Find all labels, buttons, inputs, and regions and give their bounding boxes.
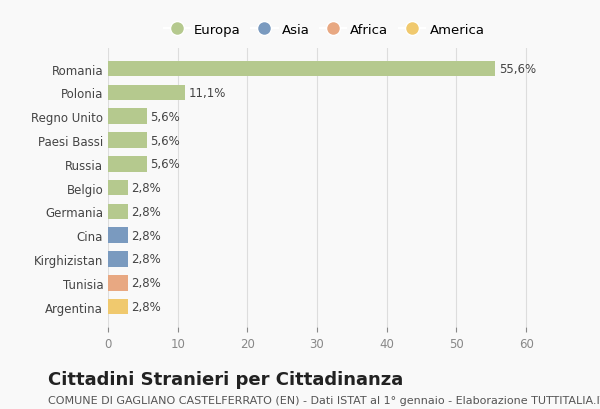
Text: 2,8%: 2,8% (131, 300, 161, 313)
Bar (108, 85, 185, 101)
Text: 2,8%: 2,8% (131, 276, 161, 290)
Text: 5,6%: 5,6% (151, 158, 180, 171)
Bar (108, 204, 128, 220)
Bar (108, 252, 128, 267)
Bar (108, 275, 128, 291)
Bar (108, 228, 128, 243)
Bar (108, 133, 147, 148)
Text: COMUNE DI GAGLIANO CASTELFERRATO (EN) - Dati ISTAT al 1° gennaio - Elaborazione : COMUNE DI GAGLIANO CASTELFERRATO (EN) - … (48, 395, 600, 405)
Text: 2,8%: 2,8% (131, 229, 161, 242)
Bar (108, 109, 147, 125)
Text: 55,6%: 55,6% (499, 63, 536, 76)
Bar (108, 180, 128, 196)
Text: 2,8%: 2,8% (131, 182, 161, 195)
Bar (108, 62, 496, 77)
Text: 5,6%: 5,6% (151, 110, 180, 124)
Text: 11,1%: 11,1% (189, 87, 226, 100)
Legend: Europa, Asia, Africa, America: Europa, Asia, Africa, America (160, 20, 488, 40)
Text: 2,8%: 2,8% (131, 205, 161, 218)
Text: 2,8%: 2,8% (131, 253, 161, 266)
Text: 5,6%: 5,6% (151, 134, 180, 147)
Bar (108, 299, 128, 315)
Text: Cittadini Stranieri per Cittadinanza: Cittadini Stranieri per Cittadinanza (48, 370, 403, 388)
Bar (108, 157, 147, 172)
